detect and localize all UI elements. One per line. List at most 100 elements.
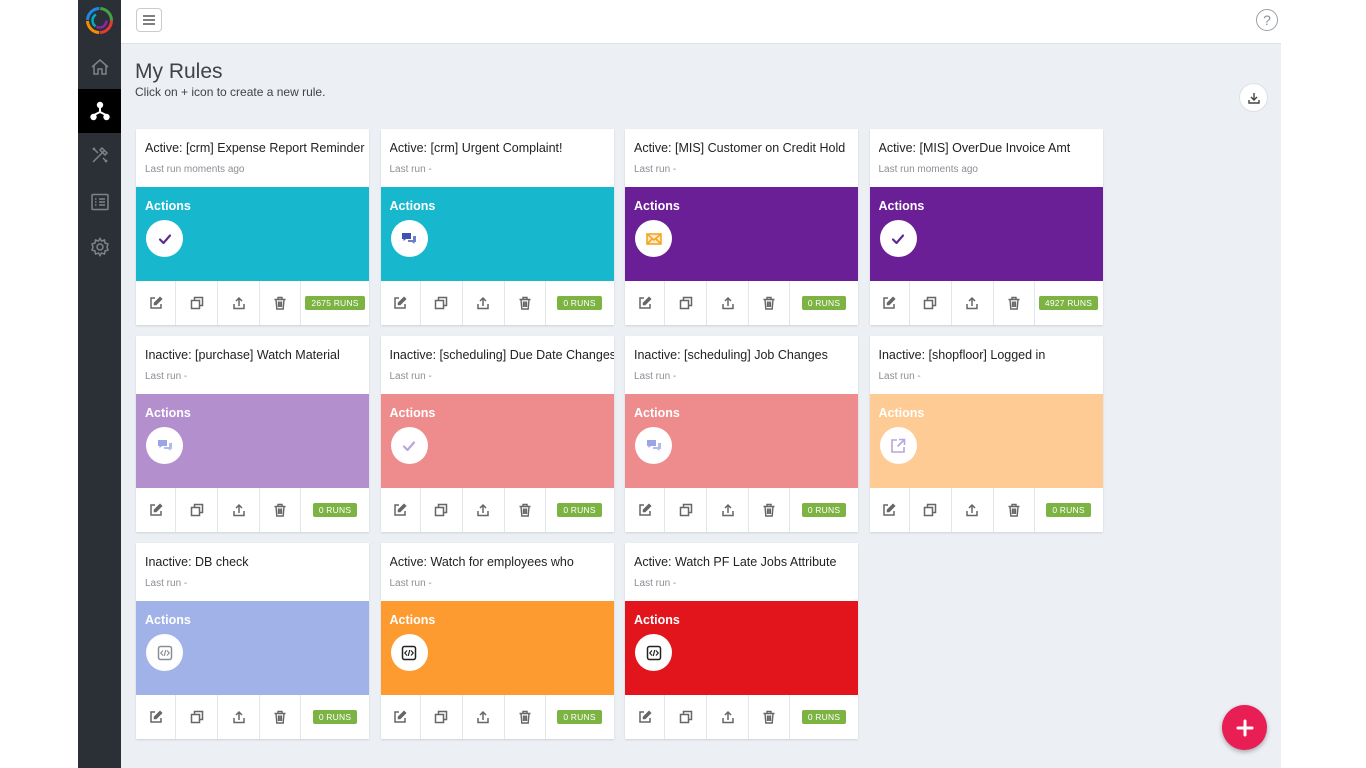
- rule-title[interactable]: Active: [crm] Urgent Complaint!: [389, 141, 563, 155]
- rule-title[interactable]: Inactive: [purchase] Watch Material: [145, 348, 340, 362]
- rule-card[interactable]: Active: Watch PF Late Jobs Attribute Last…: [625, 543, 858, 739]
- share-button[interactable]: [463, 695, 505, 739]
- export-button[interactable]: [1239, 83, 1268, 112]
- copy-icon: [679, 296, 693, 310]
- check-icon: [157, 231, 173, 247]
- copy-icon: [679, 710, 693, 724]
- runs-badge: 0 RUNS: [312, 710, 358, 724]
- delete-button[interactable]: [505, 281, 546, 325]
- tools-icon: [90, 145, 110, 165]
- duplicate-button[interactable]: [421, 488, 463, 532]
- share-button[interactable]: [218, 281, 260, 325]
- runs-cell: 0 RUNS: [301, 695, 369, 739]
- action-item[interactable]: [635, 634, 672, 671]
- edit-button[interactable]: [625, 281, 665, 325]
- rule-title[interactable]: Active: [crm] Expense Report Reminder: [145, 141, 365, 155]
- delete-button[interactable]: [260, 488, 301, 532]
- runs-badge: 0 RUNS: [801, 503, 847, 517]
- card-footer: 0 RUNS: [136, 488, 369, 532]
- nav-home[interactable]: [78, 45, 121, 89]
- duplicate-button[interactable]: [665, 488, 707, 532]
- duplicate-button[interactable]: [421, 695, 463, 739]
- rule-card[interactable]: Active: [MIS] Customer on Credit Hold Las…: [625, 129, 858, 325]
- nav-list[interactable]: [78, 180, 121, 224]
- action-item[interactable]: [146, 220, 183, 257]
- action-item[interactable]: [635, 220, 672, 257]
- duplicate-button[interactable]: [910, 488, 952, 532]
- delete-button[interactable]: [994, 488, 1035, 532]
- edit-button[interactable]: [625, 695, 665, 739]
- edit-button[interactable]: [870, 488, 910, 532]
- share-button[interactable]: [463, 281, 505, 325]
- edit-button[interactable]: [381, 281, 421, 325]
- edit-button[interactable]: [136, 488, 176, 532]
- action-item[interactable]: [146, 427, 183, 464]
- share-button[interactable]: [463, 488, 505, 532]
- delete-button[interactable]: [260, 695, 301, 739]
- duplicate-button[interactable]: [421, 281, 463, 325]
- add-rule-button[interactable]: [1222, 705, 1267, 750]
- share-button[interactable]: [952, 281, 994, 325]
- duplicate-button[interactable]: [910, 281, 952, 325]
- edit-button[interactable]: [381, 695, 421, 739]
- duplicate-button[interactable]: [176, 488, 218, 532]
- share-button[interactable]: [707, 695, 749, 739]
- edit-button[interactable]: [381, 488, 421, 532]
- rule-title[interactable]: Active: Watch for employees who: [389, 555, 574, 569]
- action-item[interactable]: [390, 634, 428, 671]
- delete-button[interactable]: [505, 488, 546, 532]
- duplicate-button[interactable]: [665, 281, 707, 325]
- share-button[interactable]: [707, 488, 749, 532]
- rule-card[interactable]: Inactive: DB check Last run - Actions 0 RUN…: [136, 543, 369, 739]
- card-footer: 0 RUNS: [870, 488, 1103, 532]
- edit-button[interactable]: [136, 281, 176, 325]
- actions-label: Actions: [634, 199, 680, 213]
- rule-card[interactable]: Active: Watch for employees who Last run …: [380, 543, 614, 739]
- app-logo[interactable]: [85, 6, 114, 35]
- rule-card[interactable]: Inactive: [purchase] Watch Material Last …: [136, 336, 369, 532]
- rule-card[interactable]: Active: [crm] Expense Report Reminder Las…: [136, 129, 369, 325]
- duplicate-button[interactable]: [176, 695, 218, 739]
- action-item[interactable]: [635, 427, 672, 464]
- menu-toggle-button[interactable]: [136, 8, 162, 32]
- edit-button[interactable]: [136, 695, 176, 739]
- rule-title[interactable]: Active: Watch PF Late Jobs Attribute: [634, 555, 837, 569]
- rule-title[interactable]: Active: [MIS] Customer on Credit Hold: [634, 141, 846, 155]
- nav-settings[interactable]: [78, 225, 121, 269]
- delete-button[interactable]: [749, 695, 790, 739]
- edit-icon: [393, 503, 407, 517]
- action-item[interactable]: [390, 220, 428, 257]
- nav-rules[interactable]: [78, 89, 121, 133]
- rule-title[interactable]: Inactive: [shopfloor] Logged in: [878, 348, 1046, 362]
- help-button[interactable]: ?: [1256, 9, 1278, 31]
- action-item[interactable]: [390, 427, 428, 464]
- delete-button[interactable]: [260, 281, 301, 325]
- rule-card[interactable]: Active: [MIS] OverDue Invoice Amt Last ru…: [869, 129, 1103, 325]
- nav-tools[interactable]: [78, 133, 121, 177]
- share-button[interactable]: [952, 488, 994, 532]
- duplicate-button[interactable]: [665, 695, 707, 739]
- rule-title[interactable]: Inactive: [scheduling] Job Changes: [634, 348, 828, 362]
- delete-button[interactable]: [749, 281, 790, 325]
- rule-card[interactable]: Inactive: [scheduling] Job Changes Last r…: [625, 336, 858, 532]
- share-button[interactable]: [218, 488, 260, 532]
- check-icon: [890, 231, 906, 247]
- share-button[interactable]: [218, 695, 260, 739]
- delete-button[interactable]: [994, 281, 1035, 325]
- action-item[interactable]: [879, 427, 917, 464]
- rule-card[interactable]: Active: [crm] Urgent Complaint! Last run …: [380, 129, 614, 325]
- rule-title[interactable]: Inactive: DB check: [145, 555, 249, 569]
- duplicate-button[interactable]: [176, 281, 218, 325]
- edit-button[interactable]: [625, 488, 665, 532]
- delete-button[interactable]: [505, 695, 546, 739]
- delete-button[interactable]: [749, 488, 790, 532]
- rule-title[interactable]: Active: [MIS] OverDue Invoice Amt: [878, 141, 1071, 155]
- edit-button[interactable]: [870, 281, 910, 325]
- action-item[interactable]: [146, 634, 183, 671]
- action-item[interactable]: [879, 220, 917, 257]
- rule-card[interactable]: Inactive: [shopfloor] Logged in Last run …: [869, 336, 1103, 532]
- share-button[interactable]: [707, 281, 749, 325]
- rule-card[interactable]: Inactive: [scheduling] Due Date Changes L…: [380, 336, 614, 532]
- upload-icon: [476, 503, 490, 517]
- rule-title[interactable]: Inactive: [scheduling] Due Date Changes: [389, 348, 614, 362]
